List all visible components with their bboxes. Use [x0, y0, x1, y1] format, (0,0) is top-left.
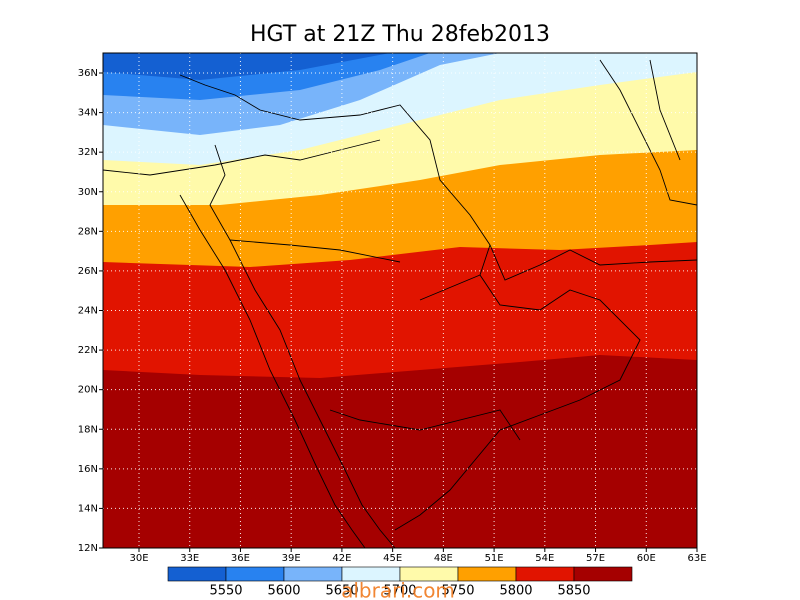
colorbar-label: 5800 [499, 584, 532, 599]
lon-label: 36E [231, 553, 250, 564]
coastline [179, 74, 698, 281]
band [103, 355, 697, 548]
lon-label: 54E [535, 553, 554, 564]
coastline [209, 144, 396, 549]
colorbar-swatch [283, 566, 343, 582]
colorbar-label: 5600 [267, 584, 300, 599]
lon-label: 63E [687, 553, 706, 564]
lat-label: 30N [78, 187, 98, 198]
lat-label: 34N [78, 108, 98, 119]
graticule: 12N 14N 16N 18N 20N 22N 24N 26N 28N 30N 32N 34N 36N 3… [78, 53, 707, 564]
colorbar-swatch [573, 566, 633, 582]
coastline [179, 194, 366, 549]
lat-label: 16N [78, 464, 98, 475]
height-bands [103, 53, 697, 548]
lat-label: 24N [78, 306, 98, 317]
lat-label: 26N [78, 266, 98, 277]
lat-label: 22N [78, 345, 98, 356]
lat-label: 18N [78, 424, 98, 435]
lon-label: 57E [586, 553, 605, 564]
watermark: albrari.com [341, 579, 455, 600]
colorbar-swatch [515, 566, 575, 582]
lon-label: 48E [434, 553, 453, 564]
border [599, 59, 698, 206]
lat-label: 12N [78, 543, 98, 554]
lat-label: 32N [78, 147, 98, 158]
lat-label: 20N [78, 385, 98, 396]
lon-label: 39E [282, 553, 301, 564]
lat-label: 28N [78, 226, 98, 237]
lon-label: 42E [332, 553, 351, 564]
border [102, 139, 521, 441]
title: HGT at 21Z Thu 28feb2013 [250, 22, 550, 47]
colorbar-label: 5750 [441, 584, 474, 599]
colorbar-label: 5650 [325, 584, 358, 599]
lat-label: 36N [78, 68, 98, 79]
coastline [394, 244, 641, 531]
lon-label: 60E [637, 553, 656, 564]
colorbar-label: 5700 [383, 584, 416, 599]
coastlines [102, 59, 698, 549]
colorbar-swatch [225, 566, 285, 582]
lat-label: 14N [78, 503, 98, 514]
lon-label: 51E [485, 553, 504, 564]
colorbar-swatch [167, 566, 227, 582]
colorbar-label: 5850 [557, 584, 590, 599]
lon-label: 33E [180, 553, 199, 564]
colorbar-label: 5550 [209, 584, 242, 599]
colorbar: 5550 5600 5650 5700 5750 5800 5850 [167, 566, 633, 599]
map-frame [102, 52, 698, 549]
lon-label: 30E [129, 553, 148, 564]
lon-label: 45E [383, 553, 402, 564]
colorbar-swatch [457, 566, 517, 582]
